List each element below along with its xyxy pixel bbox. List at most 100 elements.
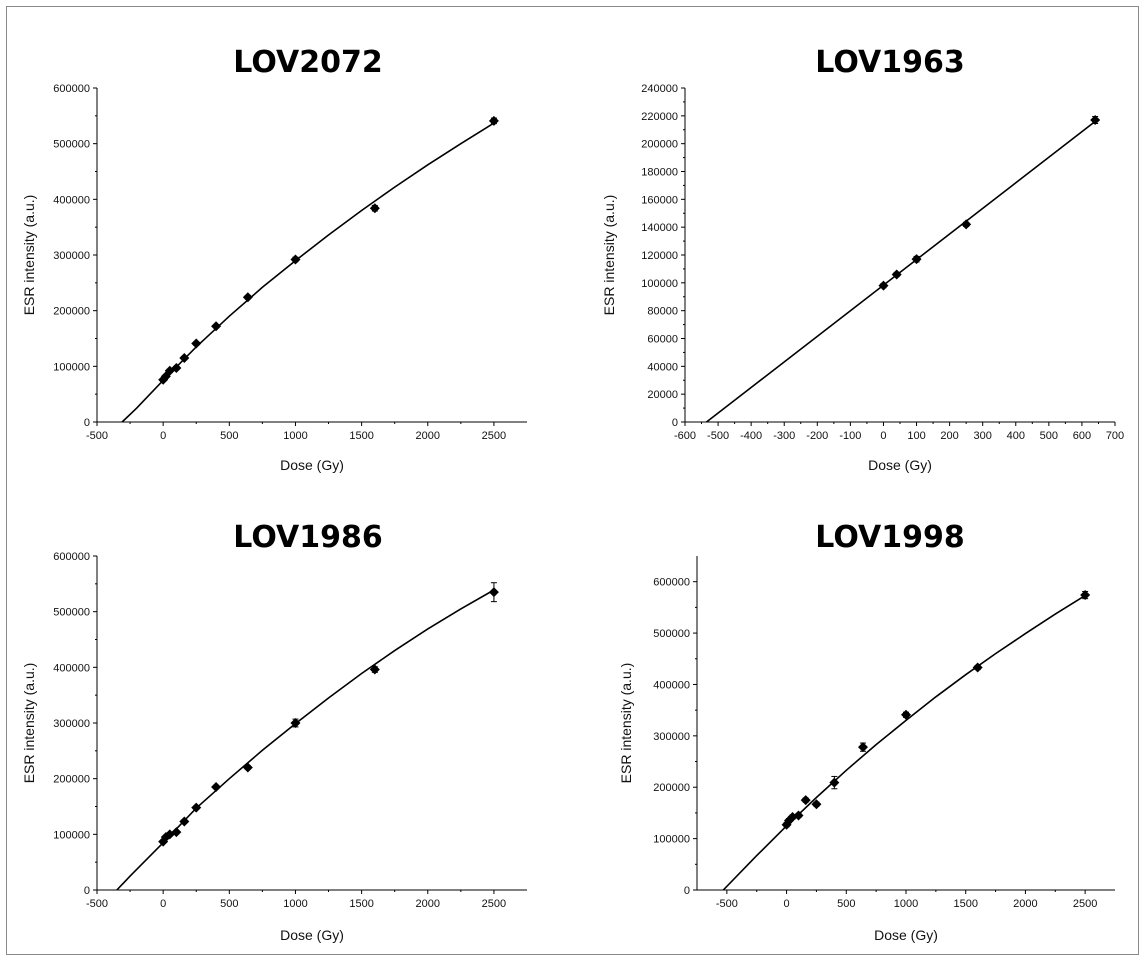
- x-tick-label: -500: [707, 430, 729, 442]
- chart-title: LOV1998: [815, 520, 964, 555]
- y-axis-label: ESR intensity (a.u.): [618, 663, 634, 784]
- x-axis-label: Dose (Gy): [280, 457, 344, 473]
- x-tick-label: 1000: [894, 898, 918, 910]
- y-tick-label: 600000: [653, 577, 690, 589]
- data-point: [242, 762, 253, 773]
- y-tick-label: 20000: [647, 389, 678, 401]
- data-point: [211, 321, 222, 332]
- y-tick-label: 120000: [641, 250, 678, 262]
- data-point: [858, 742, 869, 753]
- y-tick-label: 160000: [641, 194, 678, 206]
- y-tick-label: 100000: [53, 361, 90, 373]
- data-point: [811, 799, 822, 810]
- data-point: [488, 115, 499, 126]
- data-point: [171, 363, 182, 374]
- y-tick-label: 500000: [653, 628, 690, 640]
- x-tick-label: -500: [716, 898, 738, 910]
- fit-curve: [722, 594, 1086, 891]
- x-tick-label: 1500: [349, 898, 373, 910]
- y-axis-label: ESR intensity (a.u.): [601, 195, 617, 316]
- x-tick-label: 2000: [416, 430, 440, 442]
- chart-1: LOV2072 0 100000 200000 300000 400000 500000 60…: [21, 45, 527, 473]
- x-tick-label: 600: [1073, 430, 1091, 442]
- y-tick-label: 60000: [647, 334, 678, 346]
- data-point: [911, 254, 922, 265]
- fit-curve: [121, 122, 495, 423]
- x-tick-label: 2000: [1013, 898, 1037, 910]
- x-axis-label: Dose (Gy): [874, 927, 938, 943]
- data-point: [891, 269, 902, 280]
- data-point: [800, 795, 811, 806]
- y-tick-label: 220000: [641, 111, 678, 123]
- y-tick-label: 600000: [53, 83, 90, 95]
- x-tick-label: -200: [806, 430, 828, 442]
- y-tick-label: 200000: [53, 774, 90, 786]
- x-tick-label: 1000: [283, 430, 307, 442]
- x-tick-label: -500: [86, 898, 108, 910]
- y-tick-label: 500000: [53, 139, 90, 151]
- chart-2: LOV1963 0 20000 40000 60000 80000 100000 120000…: [601, 45, 1124, 473]
- y-tick-label: 140000: [641, 222, 678, 234]
- y-axis-label: ESR intensity (a.u.): [21, 663, 37, 784]
- chart-title: LOV1963: [815, 45, 964, 80]
- data-point: [369, 664, 380, 675]
- x-tick-label: 500: [837, 898, 855, 910]
- x-tick-label: -100: [839, 430, 861, 442]
- chart-4: LOV1998 0 100000 200000 300000 400000 500000 60…: [618, 520, 1115, 943]
- data-point: [1090, 115, 1101, 126]
- data-point: [369, 203, 380, 214]
- x-axis-label: Dose (Gy): [868, 457, 932, 473]
- y-tick-label: 300000: [53, 250, 90, 262]
- y-tick-label: 300000: [53, 718, 90, 730]
- x-tick-label: 0: [880, 430, 886, 442]
- y-tick-label: 400000: [653, 679, 690, 691]
- y-tick-label: 240000: [641, 83, 678, 95]
- data-point: [290, 254, 301, 265]
- x-tick-label: -300: [773, 430, 795, 442]
- x-tick-label: -400: [740, 430, 762, 442]
- data-point: [488, 587, 499, 598]
- y-tick-label: 400000: [53, 194, 90, 206]
- data-point: [179, 352, 190, 363]
- y-tick-label: 0: [672, 417, 678, 429]
- y-tick-label: 200000: [641, 139, 678, 151]
- y-tick-label: 200000: [653, 782, 690, 794]
- x-tick-label: 500: [1040, 430, 1058, 442]
- data-point: [878, 280, 889, 291]
- y-tick-label: 100000: [641, 278, 678, 290]
- data-point: [290, 718, 301, 728]
- x-tick-label: 0: [160, 898, 166, 910]
- x-axis-label: Dose (Gy): [280, 927, 344, 943]
- y-tick-label: 80000: [647, 306, 678, 318]
- y-tick-label: 0: [684, 885, 690, 897]
- x-tick-label: 0: [160, 430, 166, 442]
- x-tick-label: 100: [907, 430, 925, 442]
- data-point: [171, 827, 182, 838]
- data-point: [1080, 590, 1091, 601]
- chart-3: LOV1986 0 100000 200000 300000 400000 500000 60…: [21, 520, 527, 943]
- data-point: [972, 662, 983, 673]
- x-tick-label: 1000: [283, 898, 307, 910]
- x-tick-label: 500: [220, 430, 238, 442]
- x-tick-label: 500: [220, 898, 238, 910]
- x-tick-label: 0: [784, 898, 790, 910]
- data-point: [191, 802, 202, 813]
- data-point: [829, 777, 840, 788]
- x-tick-label: 2500: [1073, 898, 1097, 910]
- data-point: [211, 782, 222, 793]
- y-tick-label: 100000: [653, 834, 690, 846]
- x-tick-label: -600: [674, 430, 696, 442]
- x-tick-label: 2500: [482, 430, 506, 442]
- x-tick-label: 700: [1106, 430, 1124, 442]
- x-tick-label: 400: [1007, 430, 1025, 442]
- x-tick-label: 1500: [953, 898, 977, 910]
- fit-curve: [706, 120, 1096, 423]
- y-tick-label: 0: [84, 417, 90, 429]
- chart-title: LOV1986: [233, 520, 382, 555]
- figure-frame: [6, 6, 1139, 955]
- y-tick-label: 180000: [641, 167, 678, 179]
- x-tick-label: 2500: [482, 898, 506, 910]
- fit-curve: [116, 589, 495, 891]
- y-tick-label: 600000: [53, 551, 90, 563]
